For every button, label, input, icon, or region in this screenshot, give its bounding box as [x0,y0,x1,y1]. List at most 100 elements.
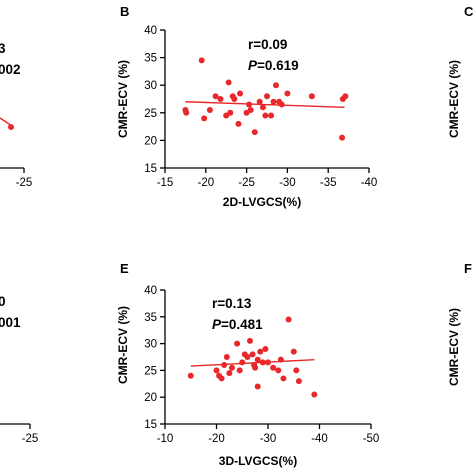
panel-e-data-point [290,348,297,355]
panel-c-y-axis-title: CMR-ECV (%) [447,60,461,138]
panel-e-data-point [249,351,256,358]
panel-f-y-axis-title: CMR-ECV (%) [447,308,461,386]
panel-b-data-point [247,107,254,114]
panel-b-data-point [212,93,219,100]
panel-d-x-tick-label: -25 [22,433,39,445]
panel-e-data-point [270,364,277,371]
panel-e-data-point [280,375,287,382]
panel-b-data-point [227,109,234,116]
panel-e-y-tick-label: 25 [144,365,157,377]
panel-b-x-tick-label: -30 [279,177,296,189]
panel-e-data-point [277,356,284,363]
panel-c: C CMR-ECV (%) [447,4,474,138]
panel-a-data-point [8,124,14,130]
panel-e-data-point [311,391,318,398]
panel-d-stat-p-fragment: 001 [0,315,21,330]
panel-e-data-point [254,356,261,363]
panel-b-y-axis-title: CMR-ECV (%) [116,60,130,138]
panel-e-p-value: P=0.481 [212,317,263,332]
panel-e-data-point [228,364,235,371]
panel-b-x-tick-label: -40 [361,177,378,189]
panel-e-data-point [252,364,259,371]
panel-d-stat-r-fragment: 0 [0,294,6,309]
panel-b-data-point [198,57,205,64]
panel-e-data-point [221,362,228,369]
panel-e-data-point [226,370,233,377]
panel-e-data-point [223,354,230,360]
panel-b-fit-line [185,101,345,108]
panel-b-x-tick-label: -20 [197,177,214,189]
panel-b-data-point [308,93,315,100]
panel-b-data-point [183,109,190,116]
panel-b-letter: B [120,4,129,19]
panel-f-letter: F [464,261,472,276]
panel-b-data-point [272,82,279,89]
panel-b: B CMR-ECV (%) 2D-LVGCS(%) -15 -20 -25 -30 -3… [116,4,377,209]
panel-e-x-tick-label: -30 [260,433,277,445]
panel-b-r-value: r=0.09 [248,37,287,52]
panel-a-stat-r-fragment: 3 [0,41,6,56]
panel-b-data-point [268,112,275,119]
panel-b-data-point [342,93,349,100]
panel-e-data-point [246,337,253,344]
panel-b-p-value: P=0.619 [248,58,299,73]
panel-e-data-point [218,375,225,382]
panel-e-y-tick-label: 35 [144,312,157,324]
panel-e-p-number: =0.481 [221,317,263,332]
panel-b-y-tick-label: 40 [144,25,157,37]
panel-e-data-point [213,367,220,374]
panel-e-x-axis-title: 3D-LVGCS(%) [219,454,297,468]
panel-e-x-tick-label: -50 [363,433,380,445]
panel-b-data-point [225,79,232,86]
panel-b-y-tick-label: 30 [144,80,157,92]
panel-b-data-point [231,96,238,102]
panel-e-y-tick-label: 30 [144,339,157,351]
panel-e-r-value: r=0.13 [212,296,252,311]
panel-e-x-tick-label: -40 [311,433,328,445]
panel-e-plot-area: -10 -20 -30 -40 -50 15 20 25 30 35 40 [144,285,379,445]
panel-b-x-tick-label: -15 [157,177,174,189]
panel-e-data-point [234,340,241,347]
panel-b-y-tick-label: 20 [144,135,157,147]
panel-b-data-point [278,101,285,108]
panel-b-data-point [235,120,242,127]
panel-e-data-point [293,367,300,374]
panel-b-data-point [270,98,277,105]
panel-b-data-point [284,90,291,97]
panel-e-data-point [244,354,251,360]
panel-b-p-label: P [248,58,258,73]
panel-a-x-tick-label: -25 [16,177,33,189]
panel-e-data-point [239,359,246,366]
panel-e-data-point [262,345,269,352]
panel-f: F CMR-ECV (%) [447,261,472,386]
panel-b-x-tick-label: -25 [238,177,255,189]
panel-e-y-tick-label: 40 [144,285,157,297]
panel-b-data-point [264,93,270,100]
panel-e-data-point [187,372,194,379]
panel-e-data-point [259,359,266,366]
panel-e-data-point [295,378,302,385]
panel-e-letter: E [120,261,129,276]
panel-e-data-point [254,383,261,390]
panel-e-y-tick-label: 20 [144,392,157,404]
panel-e-data-point [257,348,264,355]
panel-c-letter: C [464,4,474,19]
panel-b-y-tick-label: 15 [144,163,157,175]
panel-e-p-label: P [212,317,222,332]
panel-b-data-point [246,101,253,108]
panel-b-data-point [217,96,224,102]
panel-e-data-point [265,359,271,366]
panel-b-plot-area: -15 -20 -25 -30 -35 -40 15 20 25 30 35 40 [144,25,377,189]
panel-e-data-point [275,367,282,374]
panel-b-data-point [237,90,244,97]
panel-b-y-tick-label: 25 [144,108,157,120]
panel-e: E CMR-ECV (%) 3D-LVGCS(%) -10 -20 -30 -40 -5… [116,261,379,468]
panel-e-x-tick-label: -10 [157,433,174,445]
panel-b-data-point [262,112,269,119]
panel-b-data-point [251,129,258,136]
panel-d: 0 001 -25 [0,294,38,445]
panel-e-y-tick-label: 15 [144,419,157,431]
panel-e-y-axis-title: CMR-ECV (%) [116,306,130,384]
panel-b-data-point [206,107,213,114]
